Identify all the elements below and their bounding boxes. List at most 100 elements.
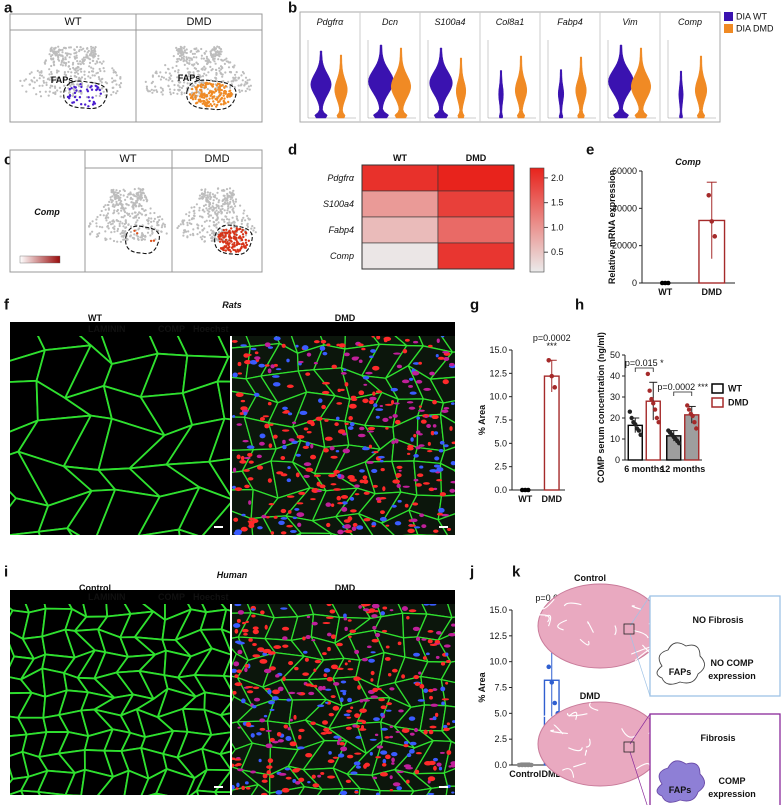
cluster-dot	[241, 233, 245, 236]
cluster-dot	[99, 92, 103, 95]
nucleus	[319, 484, 326, 489]
cell-dot	[240, 222, 243, 225]
nucleus	[244, 359, 252, 365]
fiber	[299, 532, 333, 535]
cell-dot	[114, 71, 117, 74]
nucleus	[333, 735, 341, 739]
nucleus	[340, 746, 348, 752]
cell-dot	[203, 210, 206, 213]
nucleus	[385, 645, 390, 649]
cell-dot	[102, 60, 105, 63]
cluster-dot	[220, 232, 223, 235]
cluster-dot	[224, 90, 228, 93]
cell-dot	[239, 204, 242, 207]
cell-dot	[181, 221, 185, 224]
cell-dot	[75, 56, 78, 59]
cluster-dot	[227, 231, 231, 234]
nucleus	[372, 687, 379, 693]
cell-dot	[220, 68, 223, 71]
cell-dot	[141, 189, 144, 192]
nucleus	[328, 474, 336, 478]
cell-dot	[94, 62, 97, 65]
cell-dot	[231, 65, 235, 68]
cell-dot	[188, 62, 191, 65]
nucleus	[433, 529, 439, 533]
cell-dot	[198, 197, 201, 200]
cluster-dot	[203, 100, 206, 103]
cell-dot	[248, 218, 251, 221]
cell-dot	[38, 77, 41, 80]
nucleus	[447, 527, 452, 531]
cell-dot	[68, 46, 71, 49]
cluster-dot	[238, 228, 241, 231]
cell-dot	[239, 84, 242, 87]
nucleus	[244, 663, 249, 668]
cell-dot	[49, 55, 53, 58]
nucleus	[418, 433, 423, 436]
cluster-dot	[223, 240, 227, 243]
cell-dot	[221, 75, 224, 78]
fascicle	[550, 729, 568, 735]
cell-dot	[220, 73, 223, 76]
cell-dot	[92, 67, 95, 70]
cell-dot	[197, 227, 200, 230]
fascicle	[584, 749, 588, 756]
cell-dot	[214, 53, 217, 56]
nucleus	[370, 670, 375, 676]
cell-dot	[116, 210, 119, 213]
cell-dot	[112, 71, 115, 74]
p-value: p=0.015 *	[625, 358, 664, 368]
cluster-dot	[92, 100, 96, 104]
cell-dot	[116, 191, 119, 195]
cell-dot	[48, 73, 51, 76]
data-point	[654, 415, 660, 421]
nucleus	[262, 773, 268, 779]
cell-dot	[223, 203, 226, 206]
cell-dot	[216, 216, 219, 219]
cell-dot	[147, 222, 150, 225]
nucleus	[313, 340, 320, 344]
nucleus	[357, 433, 366, 438]
nucleus	[241, 628, 249, 633]
nucleus	[343, 352, 350, 357]
cell-dot	[196, 62, 199, 66]
cell-dot	[108, 200, 111, 203]
fascicle	[614, 625, 617, 636]
nucleus	[323, 448, 329, 453]
cell-dot	[228, 210, 231, 213]
cell-dot	[222, 198, 225, 201]
cluster-dot	[200, 90, 203, 94]
cell-dot	[209, 65, 212, 68]
nucleus	[336, 642, 343, 647]
nucleus	[281, 626, 290, 631]
cell-dot	[188, 222, 191, 225]
nucleus	[281, 343, 286, 348]
fiber	[461, 321, 492, 354]
nucleus	[359, 469, 365, 473]
nucleus	[432, 688, 438, 691]
cell-dot	[242, 212, 245, 215]
cell-dot	[198, 194, 202, 197]
cluster-dot	[200, 83, 203, 86]
nucleus	[343, 519, 351, 523]
cell-dot	[234, 200, 237, 203]
nucleus	[435, 630, 442, 635]
nucleus	[341, 501, 348, 505]
fascicle	[557, 619, 568, 631]
heat-cell	[361, 242, 439, 270]
nucleus	[292, 516, 298, 520]
cell-dot	[131, 236, 134, 239]
nucleus	[432, 424, 437, 428]
cell-dot	[75, 75, 78, 79]
cell-dot	[193, 212, 196, 215]
nucleus	[415, 379, 423, 384]
nucleus	[261, 514, 267, 519]
cell-dot	[99, 79, 102, 82]
fascicle	[568, 747, 583, 752]
cluster-dot	[73, 85, 76, 89]
fiber	[219, 702, 230, 717]
cluster-dot	[70, 87, 73, 90]
nucleus	[252, 643, 257, 647]
micrograph	[10, 336, 230, 535]
nucleus	[441, 336, 445, 338]
